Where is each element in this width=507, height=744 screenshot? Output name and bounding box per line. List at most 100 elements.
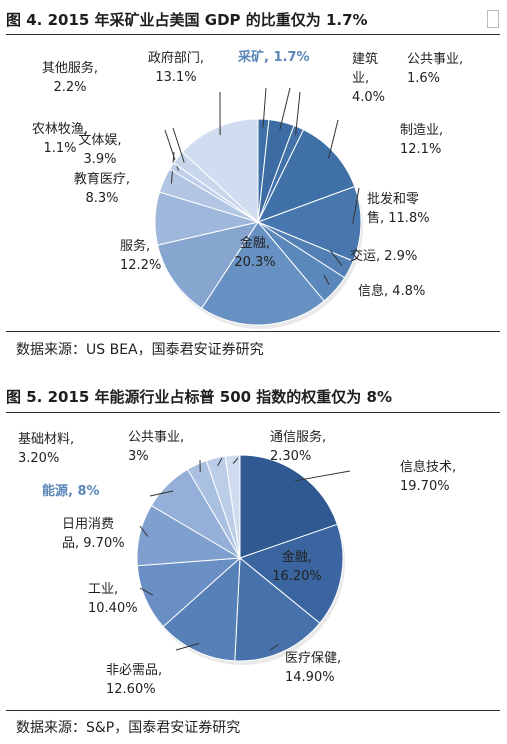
leader-line-4 <box>328 119 339 159</box>
slice-label-14: 政府部门, 13.1% <box>148 51 204 85</box>
slice-label-line: 4.0% <box>352 90 385 105</box>
leader-line-1 <box>262 87 267 128</box>
slice-label-line: 其他服务, <box>42 60 98 76</box>
figure-5-title: 图 5. 2015 年能源行业占标普 500 指数的权重仅为 8% <box>6 388 392 406</box>
slice-label-line: 业, <box>352 71 369 86</box>
leader-line-7 <box>323 274 330 285</box>
leader-line-1 <box>294 470 351 482</box>
slice-label-line: 基础材料, <box>18 432 74 447</box>
slice-label-line: 日用消费 <box>62 517 114 532</box>
slice-label-line: 工业, <box>88 582 118 597</box>
slice-label-2: 建筑业, 4.0% <box>352 51 385 105</box>
pie-slice-4 <box>162 556 241 662</box>
leader-line-6 <box>139 525 149 537</box>
slice-label-4: 制造业, 12.1% <box>400 123 443 157</box>
leader-line-4 <box>175 643 200 651</box>
slice-label-line: 3.9% <box>83 152 116 167</box>
slice-label-line: 能源, 8% <box>42 483 100 499</box>
figure-4-source: 数据来源：US BEA，国泰君安证券研究 <box>16 342 264 358</box>
slice-label-11: 文体娱, 3.9% <box>78 133 121 167</box>
slice-label-10: 通信服务, 2.30% <box>270 429 326 464</box>
pie-slice-9 <box>157 221 260 309</box>
slice-label-line: 售, 11.8% <box>367 210 430 226</box>
figure-5-source: 数据来源：S&P，国泰君安证券研究 <box>16 720 241 736</box>
leader-line-6 <box>329 249 343 267</box>
leader-line-5 <box>139 587 154 596</box>
slice-label-line: 采矿, 1.7% <box>237 49 310 65</box>
slice-label-line: 3.20% <box>18 451 59 466</box>
slice-label-9: 公共事业, 3% <box>128 430 184 464</box>
slice-label-line: 20.3% <box>234 255 275 270</box>
slice-label-6: 交运, 2.9% <box>350 248 417 264</box>
slice-label-line: 16.20% <box>272 569 322 584</box>
slice-label-line: 公共事业, <box>407 52 463 67</box>
slice-label-line: 医疗保健, <box>285 651 341 666</box>
slice-label-line: 制造业, <box>400 123 443 138</box>
slice-label-line: 金融, <box>240 235 270 251</box>
slice-label-1: 采矿, 1.7% <box>237 49 310 65</box>
figure-5-pie-chart: 信息技术, 19.70% 金融, 16.20% 医疗保健, 14.90% 非必需品, 12.6… <box>18 429 456 697</box>
slice-label-line: 1.6% <box>407 71 440 86</box>
slice-label-line: 交运, 2.9% <box>350 248 417 264</box>
slice-label-8: 基础材料, 3.20% <box>18 432 74 466</box>
slice-label-line: 8.3% <box>85 191 118 206</box>
leader-line-9 <box>217 457 223 467</box>
slice-label-line: 建筑 <box>352 51 378 67</box>
slice-label-line: 19.70% <box>400 479 450 494</box>
slice-label-13: 其他服务, 2.2% <box>42 60 98 95</box>
slice-label-4: 非必需品, 12.60% <box>106 663 162 697</box>
slice-label-line: 农林牧渔, <box>32 122 88 137</box>
slice-label-line: 品, 9.70% <box>62 536 125 551</box>
slice-label-6: 日用消费品, 9.70% <box>62 517 125 551</box>
slice-label-line: 政府部门, <box>148 51 204 66</box>
slice-label-3: 公共事业, 1.6% <box>407 52 463 86</box>
pie-slice-14 <box>181 118 259 224</box>
logo-icon <box>487 10 499 28</box>
slice-label-line: 通信服务, <box>270 429 326 445</box>
figure-4-bottom-rule <box>6 331 500 332</box>
slice-label-line: 教育医疗, <box>74 171 130 187</box>
pie-slice-10 <box>224 454 241 559</box>
figure-5-bottom-rule <box>6 710 500 711</box>
leader-line-3 <box>295 91 301 136</box>
slice-label-line: 3% <box>128 449 149 464</box>
slice-label-line: 13.1% <box>155 70 196 85</box>
slice-label-10: 教育医疗, 8.3% <box>74 171 130 206</box>
slice-label-line: 服务, <box>120 238 150 254</box>
slice-label-line: 批发和零 <box>367 191 419 207</box>
pie-slice-2 <box>238 523 344 624</box>
slice-label-5: 工业, 10.40% <box>88 582 138 616</box>
slice-label-line: 12.2% <box>120 258 161 273</box>
pie-slice-5 <box>256 185 362 262</box>
slice-label-7: 信息, 4.8% <box>358 283 425 299</box>
leader-line-2 <box>279 87 291 130</box>
pie-slice-3 <box>234 556 321 662</box>
leader-line-7 <box>149 490 174 497</box>
slice-label-3: 医疗保健, 14.90% <box>285 651 341 685</box>
figure-4-pie-chart: 采矿, 1.7% 建筑业, 4.0% 公共事业, 1.6% 制造业, 12.1% 批发和零售,… <box>32 49 463 329</box>
figure-4-title: 图 4. 2015 年采矿业占美国 GDP 的比重仅为 1.7% <box>6 11 368 29</box>
leader-line-5 <box>352 187 360 224</box>
pie-slice-8 <box>201 221 325 326</box>
slice-label-line: 非必需品, <box>106 663 162 678</box>
figure-5-top-rule <box>6 412 500 413</box>
slice-label-9: 服务, 12.2% <box>120 238 161 273</box>
slice-label-8: 金融, 20.3% <box>234 235 275 270</box>
slice-label-line: 金融, <box>282 549 312 565</box>
slice-label-line: 1.1% <box>43 141 76 156</box>
slice-label-line: 信息, 4.8% <box>358 283 425 299</box>
slice-label-line: 12.60% <box>106 682 156 697</box>
slice-label-line: 14.90% <box>285 670 335 685</box>
slice-label-line: 2.2% <box>53 80 86 95</box>
slice-label-12: 农林牧渔, 1.1% <box>32 122 88 156</box>
slice-label-line: 公共事业, <box>128 430 184 445</box>
slice-label-line: 10.40% <box>88 601 138 616</box>
pie-slice-4 <box>256 128 356 223</box>
slice-label-2: 金融, 16.20% <box>272 549 322 584</box>
leader-line-13 <box>172 127 185 163</box>
leader-line-10 <box>232 457 239 464</box>
slice-label-line: 12.1% <box>400 142 441 157</box>
leader-line-3 <box>269 644 279 651</box>
slice-label-7: 能源, 8% <box>42 483 100 499</box>
figure-4-top-rule <box>6 34 500 35</box>
